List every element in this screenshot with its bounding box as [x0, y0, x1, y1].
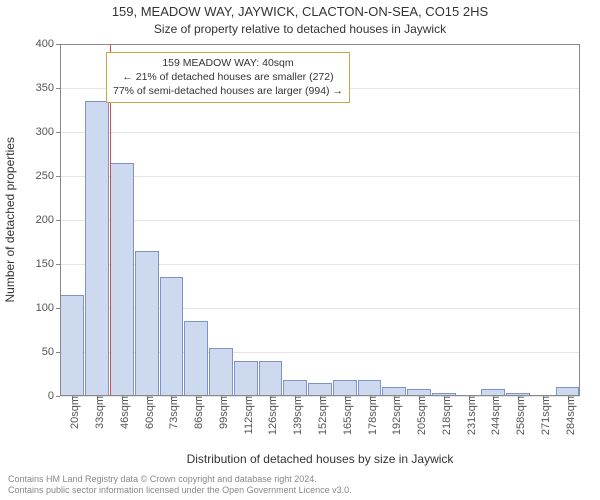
y-tick-label: 50 — [42, 346, 60, 358]
x-tick-label: 192sqm — [385, 396, 403, 435]
footer-line-2: Contains public sector information licen… — [8, 485, 352, 496]
x-tick-label: 99sqm — [212, 396, 230, 429]
bar — [60, 295, 84, 396]
bar — [283, 380, 307, 396]
bar — [160, 277, 184, 396]
bar — [259, 361, 283, 396]
y-tick-label: 100 — [36, 302, 60, 314]
y-tick-label: 400 — [36, 38, 60, 50]
x-axis-line-top — [60, 44, 580, 45]
chart-container: { "titles": { "main": "159, MEADOW WAY, … — [0, 0, 600, 500]
bar — [85, 101, 109, 396]
chart-title-sub: Size of property relative to detached ho… — [0, 22, 600, 36]
y-tick-label: 300 — [36, 126, 60, 138]
bar — [184, 321, 208, 396]
x-tick-label: 112sqm — [237, 396, 255, 434]
footer-line-1: Contains HM Land Registry data © Crown c… — [8, 474, 352, 485]
y-tick-label: 0 — [48, 390, 60, 402]
bar — [234, 361, 258, 396]
x-tick-label: 218sqm — [435, 396, 453, 435]
chart-title-main: 159, MEADOW WAY, JAYWICK, CLACTON-ON-SEA… — [0, 4, 600, 19]
annotation-box: 159 MEADOW WAY: 40sqm ← 21% of detached … — [106, 52, 350, 103]
y-axis-label: Number of detached properties — [3, 137, 17, 302]
x-axis-line — [60, 395, 580, 396]
y-tick-label: 250 — [36, 170, 60, 182]
x-tick-label: 271sqm — [534, 396, 552, 435]
x-tick-label: 60sqm — [138, 396, 156, 429]
y-axis-line-right — [579, 44, 580, 396]
footer-attribution: Contains HM Land Registry data © Crown c… — [8, 474, 352, 497]
y-tick-label: 150 — [36, 258, 60, 270]
plot-area: 050100150200250300350400 20sqm33sqm46sqm… — [60, 44, 580, 396]
bar — [333, 380, 357, 396]
bar — [358, 380, 382, 396]
x-tick-label: 178sqm — [361, 396, 379, 435]
y-tick-label: 200 — [36, 214, 60, 226]
annotation-line-2: ← 21% of detached houses are smaller (27… — [113, 70, 343, 84]
x-tick-label: 46sqm — [113, 396, 131, 429]
x-tick-label: 86sqm — [187, 396, 205, 429]
x-tick-label: 139sqm — [286, 396, 304, 435]
bar — [110, 163, 134, 396]
x-tick-label: 126sqm — [261, 396, 279, 435]
x-tick-label: 244sqm — [484, 396, 502, 435]
bar — [135, 251, 159, 396]
x-tick-label: 20sqm — [63, 396, 81, 429]
x-axis-label: Distribution of detached houses by size … — [60, 452, 580, 466]
x-tick-label: 231sqm — [460, 396, 478, 435]
x-tick-label: 205sqm — [410, 396, 428, 435]
y-axis-line — [60, 44, 61, 396]
x-tick-label: 258sqm — [509, 396, 527, 435]
x-tick-label: 33sqm — [88, 396, 106, 429]
x-tick-label: 284sqm — [559, 396, 577, 435]
y-tick-label: 350 — [36, 82, 60, 94]
x-tick-label: 152sqm — [311, 396, 329, 435]
bar — [209, 348, 233, 396]
annotation-line-1: 159 MEADOW WAY: 40sqm — [113, 56, 343, 70]
x-tick-label: 73sqm — [162, 396, 180, 429]
annotation-line-3: 77% of semi-detached houses are larger (… — [113, 84, 343, 98]
x-tick-label: 165sqm — [336, 396, 354, 435]
